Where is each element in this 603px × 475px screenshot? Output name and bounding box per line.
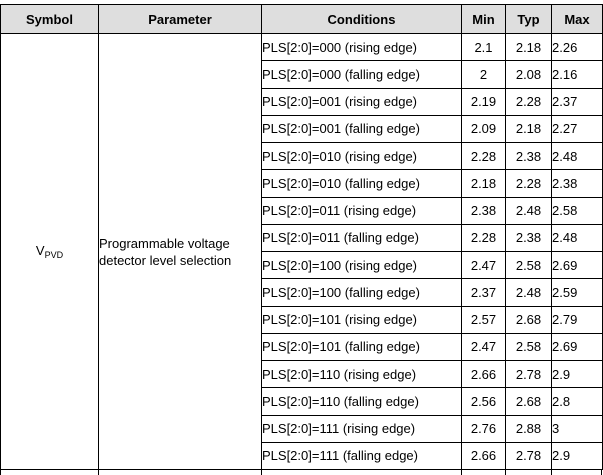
typ-cell: 2.28: [505, 87, 552, 116]
condition-cell: PLS[2:0]=000 (rising edge): [261, 32, 462, 62]
typ-cell: 2.58: [505, 332, 552, 362]
min-cell: 2.19: [461, 87, 506, 116]
max-cell: 2.69: [551, 332, 603, 362]
min-cell: 2.1: [461, 32, 506, 62]
min-cell: 2.47: [461, 332, 506, 362]
condition-cell: PLS[2:0]=110 (rising edge): [261, 359, 462, 389]
max-cell: 2.9: [551, 359, 603, 389]
min-cell: 2.66: [461, 441, 506, 471]
symbol-main: V: [35, 243, 45, 258]
symbol-subscript: PVD: [44, 250, 64, 260]
min-cell: 2.09: [461, 114, 506, 144]
table-row: VPVD Programmable voltage detector level s…: [0, 32, 603, 470]
min-cell: 2.76: [461, 414, 506, 443]
table-row: PLS[2:0]=100 (rising edge) 2.47 2.58 2.69: [1, 250, 603, 280]
header-max: Max: [551, 4, 603, 34]
min-cell: 2.47: [461, 250, 506, 280]
condition-cell: PLS[2:0]=111 (rising edge): [261, 414, 462, 443]
min-cell: 2.56: [461, 387, 506, 416]
header-symbol: Symbol: [0, 4, 99, 34]
typ-cell: 2.68: [505, 305, 552, 334]
parameter-line-1: Programmable voltage: [99, 235, 230, 251]
typ-cell: 2.48: [505, 196, 552, 225]
typ-cell: 2.28: [505, 169, 552, 198]
typ-cell: 2.58: [505, 250, 552, 280]
typ-cell: 2.18: [505, 114, 552, 144]
max-cell: 3: [551, 414, 603, 443]
min-cell: 2.66: [461, 359, 506, 389]
max-cell: 2.27: [551, 114, 603, 144]
min-cell: 2.37: [461, 278, 506, 307]
typ-cell: 2.68: [505, 387, 552, 416]
condition-cell: PLS[2:0]=101 (falling edge): [261, 332, 462, 362]
max-cell: 2.16: [551, 60, 603, 89]
max-cell: 2.48: [551, 141, 603, 171]
condition-cell: PLS[2:0]=011 (rising edge): [261, 196, 462, 225]
max-cell: 2.8: [551, 387, 603, 416]
condition-cell: PLS[2:0]=100 (falling edge): [261, 278, 462, 307]
condition-cell: PLS[2:0]=010 (falling edge): [261, 169, 462, 198]
typ-cell: 2.38: [505, 223, 552, 253]
header-typ: Typ: [505, 4, 552, 34]
max-cell: 2.9: [551, 441, 603, 471]
table-row: PLS[2:0]=111 (falling edge) 2.66 2.78 2.9: [1, 441, 603, 471]
min-cell: 2.18: [461, 169, 506, 198]
condition-cell: PLS[2:0]=001 (falling edge): [261, 114, 462, 144]
header-min: Min: [461, 4, 506, 34]
typ-cell: 2.08: [505, 60, 552, 89]
parameter-line-2: detector level selection: [99, 252, 232, 268]
header-parameter: Parameter: [98, 4, 262, 34]
condition-cell: PLS[2:0]=111 (falling edge): [261, 441, 462, 471]
max-cell: 2.69: [551, 250, 603, 280]
max-cell: 2.59: [551, 278, 603, 307]
min-cell: 2.28: [461, 223, 506, 253]
table-header-row: Symbol Parameter Conditions Min Typ Max: [0, 4, 603, 34]
condition-cell: PLS[2:0]=110 (falling edge): [261, 387, 462, 416]
typ-cell: 2.48: [505, 278, 552, 307]
typ-cell: 2.78: [505, 441, 552, 471]
typ-cell: 2.78: [505, 359, 552, 389]
max-cell: 2.26: [551, 32, 603, 62]
min-cell: 2.57: [461, 305, 506, 334]
typ-cell: 2.88: [505, 414, 552, 443]
condition-cell: PLS[2:0]=100 (rising edge): [261, 250, 462, 280]
header-conditions: Conditions: [261, 4, 462, 34]
table-row: PLS[2:0]=010 (falling edge) 2.18 2.28 2.38: [1, 169, 603, 198]
condition-cell: PLS[2:0]=101 (rising edge): [261, 305, 462, 334]
parameter-cell: Programmable voltage detector level selec…: [98, 33, 262, 470]
max-cell: 2.79: [551, 305, 603, 334]
table-row: PLS[2:0]=001 (rising edge) 2.19 2.28 2.37: [1, 87, 603, 116]
min-cell: 2.28: [461, 141, 506, 171]
table-row: PLS[2:0]=110 (rising edge) 2.66 2.78 2.9: [1, 359, 603, 389]
min-cell: 2: [461, 60, 506, 89]
condition-cell: PLS[2:0]=010 (rising edge): [261, 141, 462, 171]
max-cell: 2.58: [551, 196, 603, 225]
next-row-stub: [0, 470, 603, 475]
table-row: PLS[2:0]=000 (falling edge) 2 2.08 2.16: [1, 60, 603, 89]
max-cell: 2.37: [551, 87, 603, 116]
typ-cell: 2.18: [505, 32, 552, 62]
table-row: PLS[2:0]=001 (falling edge) 2.09 2.18 2.27: [1, 114, 603, 144]
condition-cell: PLS[2:0]=001 (rising edge): [261, 87, 462, 116]
pvd-threshold-table: Symbol Parameter Conditions Min Typ Max …: [0, 4, 603, 471]
max-cell: 2.38: [551, 169, 603, 198]
typ-cell: 2.38: [505, 141, 552, 171]
table-row: PLS[2:0]=101 (falling edge) 2.47 2.58 2.69: [1, 332, 603, 362]
min-cell: 2.38: [461, 196, 506, 225]
symbol-cell: VPVD: [0, 33, 99, 470]
max-cell: 2.48: [551, 223, 603, 253]
table-body: VPVD Programmable voltage detector level s…: [0, 32, 603, 471]
condition-cell: PLS[2:0]=011 (falling edge): [261, 223, 462, 253]
condition-cell: PLS[2:0]=000 (falling edge): [261, 60, 462, 89]
